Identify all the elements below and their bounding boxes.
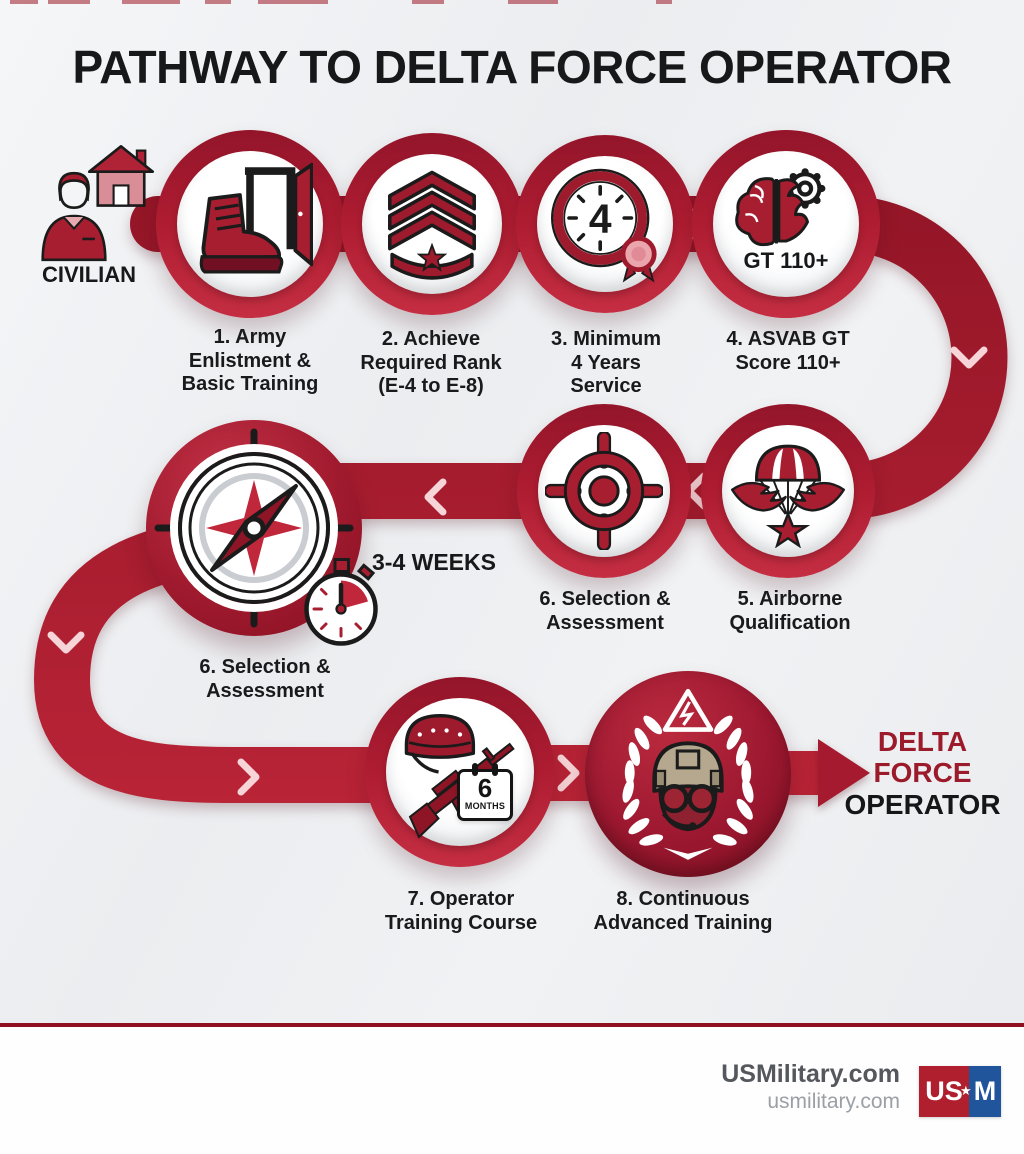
- clock-number: 4: [589, 195, 612, 241]
- top-edge-dash: [258, 0, 328, 4]
- node-step-6: [517, 404, 691, 578]
- logo-us-block: US: [919, 1066, 969, 1117]
- node-step-5-inner: [722, 425, 854, 557]
- top-edge-dash: [122, 0, 180, 4]
- calendar-icon: 6 MONTHS: [457, 763, 513, 821]
- goggle-lens: [659, 783, 689, 814]
- footer-background: [0, 1027, 1024, 1154]
- goggle-lens: [687, 783, 717, 814]
- calendar-unit: MONTHS: [464, 801, 506, 811]
- top-edge-dash: [10, 0, 38, 4]
- compass-icon: [154, 428, 354, 628]
- delta-triangle-icon: [662, 688, 714, 732]
- gt-score-badge: GT 110+: [743, 248, 829, 273]
- chevron-right-icon: [557, 754, 580, 792]
- node-step-8: [585, 671, 791, 877]
- top-edge-dash: [205, 0, 231, 4]
- step-2-label: 2. Achieve Required Rank (E-4 to E-8): [360, 328, 502, 398]
- top-edge-dash: [48, 0, 90, 4]
- calendar-number: 6: [477, 773, 493, 803]
- star-icon: [765, 510, 811, 548]
- top-edge-dash: [656, 0, 672, 4]
- operator-wreath-icon: [622, 688, 754, 860]
- house-icon: [87, 145, 155, 207]
- stopwatch-icon: [304, 558, 378, 646]
- node-step-1: [156, 130, 344, 318]
- result-line-force: FORCE: [873, 757, 972, 789]
- usmilitary-logo: US M ★: [919, 1066, 1001, 1117]
- step-4-label: 4. ASVAB GT Score 110+: [726, 328, 850, 374]
- brain-gear-icon: [735, 168, 826, 247]
- node-step-4: GT 110+: [692, 130, 880, 318]
- clock-award-icon: 4: [551, 168, 657, 283]
- node-step-7: 6 MONTHS: [365, 677, 555, 867]
- logo-m-block: M: [969, 1066, 1001, 1117]
- node-step-3: 4: [516, 135, 694, 313]
- node-step-5: [701, 404, 875, 578]
- selection-assessment-label: 6. Selection & Assessment: [199, 656, 331, 702]
- result-line-delta: DELTA: [877, 726, 968, 757]
- step-7-label: 7. Operator Training Course: [384, 888, 538, 934]
- arrow-head: [818, 739, 870, 807]
- chevron-left-icon: [424, 478, 447, 516]
- star-icon: [416, 242, 448, 272]
- airborne-wings-icon: [731, 444, 845, 548]
- node-step-2-inner: [362, 154, 502, 294]
- mic-boom: [662, 812, 692, 829]
- node-step-3-inner: 4: [537, 156, 673, 292]
- civilian-person-icon: [41, 171, 107, 262]
- node-step-6-inner: [538, 425, 670, 557]
- chevron-down-icon: [47, 631, 85, 654]
- step-1-label: 1. Army Enlistment & Basic Training: [181, 326, 319, 396]
- node-step-1-inner: [177, 151, 323, 297]
- footer-site-url: usmilitary.com: [767, 1090, 900, 1113]
- duration-label: 3-4 WEEKS: [372, 549, 496, 575]
- rank-insignia-icon: [388, 170, 476, 280]
- chevron-down-icon: [950, 346, 988, 369]
- top-edge-dash: [508, 0, 558, 4]
- logo-star-icon: ★: [960, 1083, 972, 1098]
- step-5-label: 5. Airborne Qualification: [729, 588, 851, 634]
- result-title: DELTA FORCE OPERATOR: [835, 726, 1010, 820]
- node-step-4-inner: [713, 151, 859, 297]
- top-edge-dash: [412, 0, 444, 4]
- step-6-label: 6. Selection & Assessment: [539, 588, 671, 634]
- civilian-label: CIVILIAN: [41, 262, 137, 287]
- footer-brand: USMilitary.com: [721, 1060, 900, 1088]
- target-icon: [545, 432, 663, 550]
- step-3-label: 3. Minimum 4 Years Service: [550, 328, 661, 398]
- boot-door-icon: [199, 162, 313, 274]
- node-step-2: [341, 133, 523, 315]
- calendar-ring: [472, 763, 478, 776]
- step-8-label: 8. Continuous Advanced Training: [593, 888, 773, 934]
- page-title: PATHWAY TO DELTA FORCE OPERATOR: [72, 41, 952, 93]
- calendar-ring: [492, 763, 498, 776]
- result-line-operator: OPERATOR: [844, 788, 1001, 820]
- footer-divider: [0, 1023, 1024, 1027]
- laurel-wreath: [622, 715, 754, 860]
- chevron-right-icon: [237, 758, 260, 796]
